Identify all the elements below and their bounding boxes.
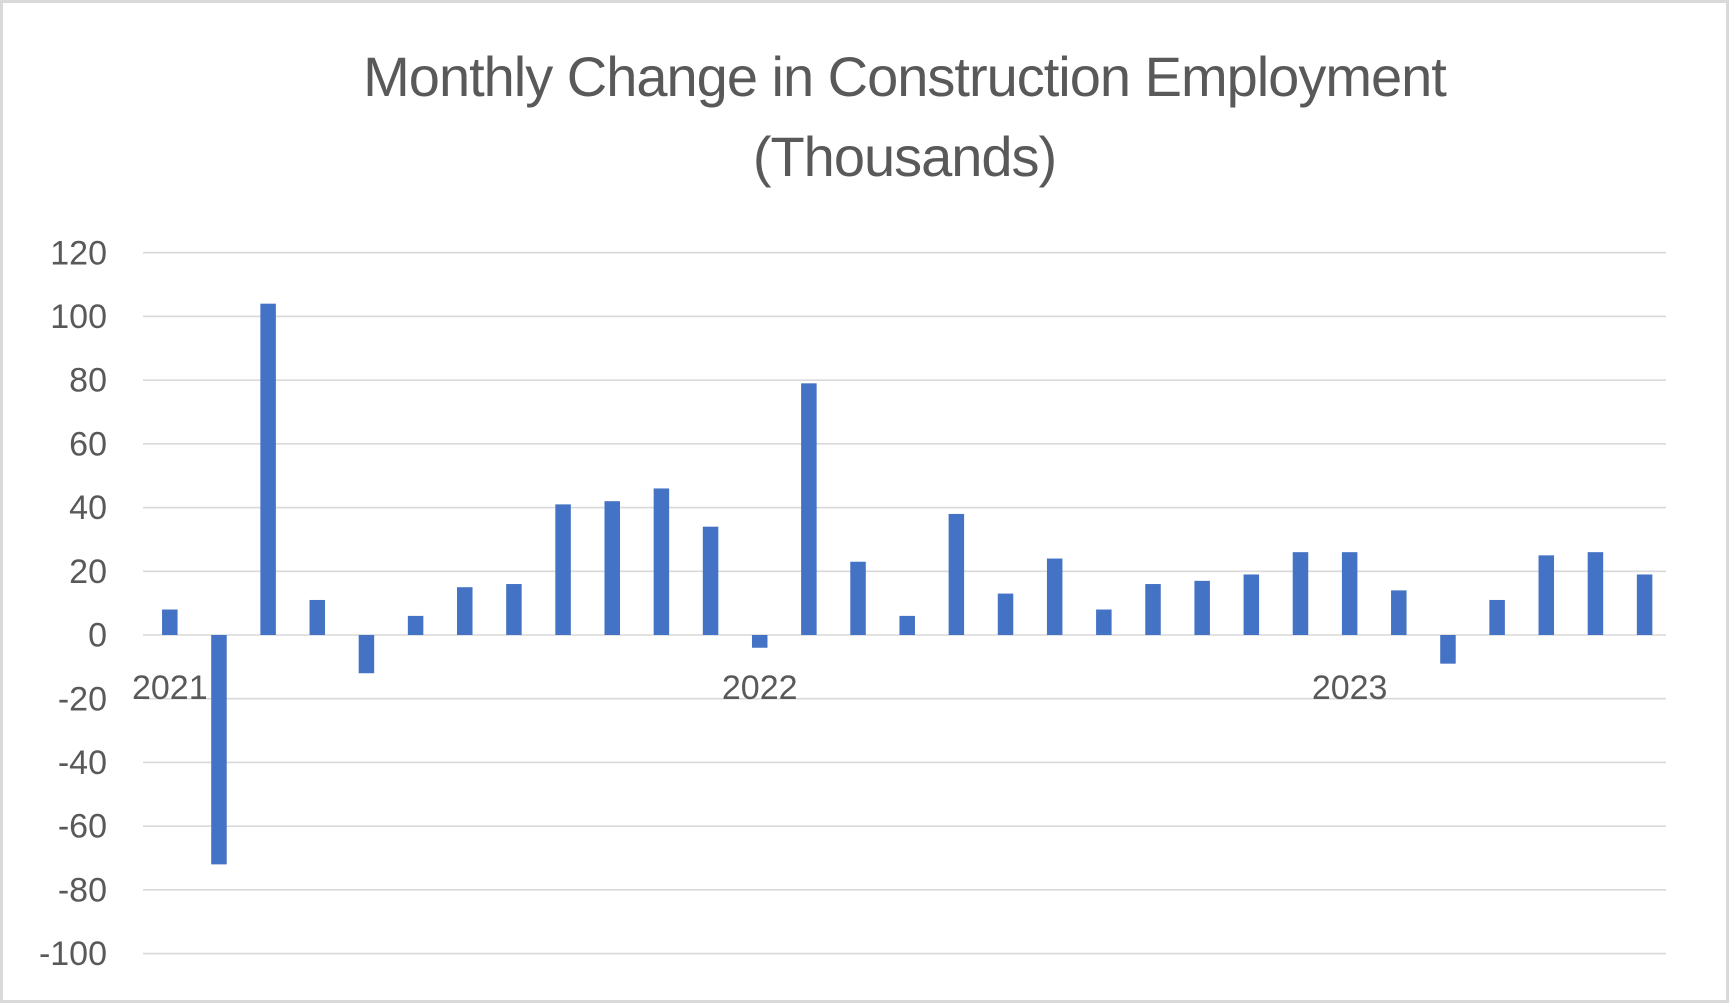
chart-title-line2: (Thousands) [752,125,1057,188]
bar [1243,574,1260,635]
y-axis-tick-label: -80 [58,871,107,909]
bar [260,303,276,635]
bar [1636,574,1653,635]
y-axis-tick-label: 80 [69,362,107,400]
bar [1587,552,1604,635]
bar [358,635,375,674]
bar [1489,599,1505,635]
bar [457,587,473,635]
bar [899,615,915,635]
bar [1145,584,1161,635]
x-axis-year-label: 2022 [722,669,798,707]
bar [1096,609,1112,635]
y-axis-tick-label: -20 [58,680,107,718]
bar [850,561,866,635]
y-axis-tick-label: -100 [39,935,107,973]
bar [1292,552,1309,635]
x-axis-year-label: 2021 [132,669,208,707]
y-axis-tick-label: 120 [50,234,107,272]
y-axis-tick-label: 0 [88,617,107,655]
bar [407,615,424,635]
y-axis-tick-label: -60 [58,808,107,846]
bar [1440,635,1456,664]
bar [309,599,326,635]
bar [1046,558,1063,635]
bar [1391,590,1407,635]
chart-title: Monthly Change in Construction Employmen… [143,37,1666,197]
chart-title-line1: Monthly Change in Construction Employmen… [363,45,1447,108]
bar [653,488,670,635]
bar [162,609,178,635]
y-axis-tick-label: 40 [69,489,107,527]
bar [702,526,719,635]
bar [948,513,965,635]
bar-chart-plot-area: 120 100 80 60 40 20 0 -20 -40 -60 -80 -100 2021 2022 2… [39,234,1666,973]
x-axis-year-label: 2023 [1312,669,1388,707]
bar [1341,552,1358,635]
bar [506,584,522,635]
y-axis-tick-label: -40 [58,744,107,782]
bar [1194,580,1210,635]
bar [801,383,817,635]
bar [1538,555,1555,635]
bar [555,504,571,635]
bar [997,593,1014,635]
y-axis-tick-label: 20 [69,553,107,591]
bar [751,635,768,648]
bar [211,635,227,865]
bar [604,501,620,635]
y-axis-tick-label: 60 [69,425,107,463]
y-axis-tick-label: 100 [50,298,107,336]
